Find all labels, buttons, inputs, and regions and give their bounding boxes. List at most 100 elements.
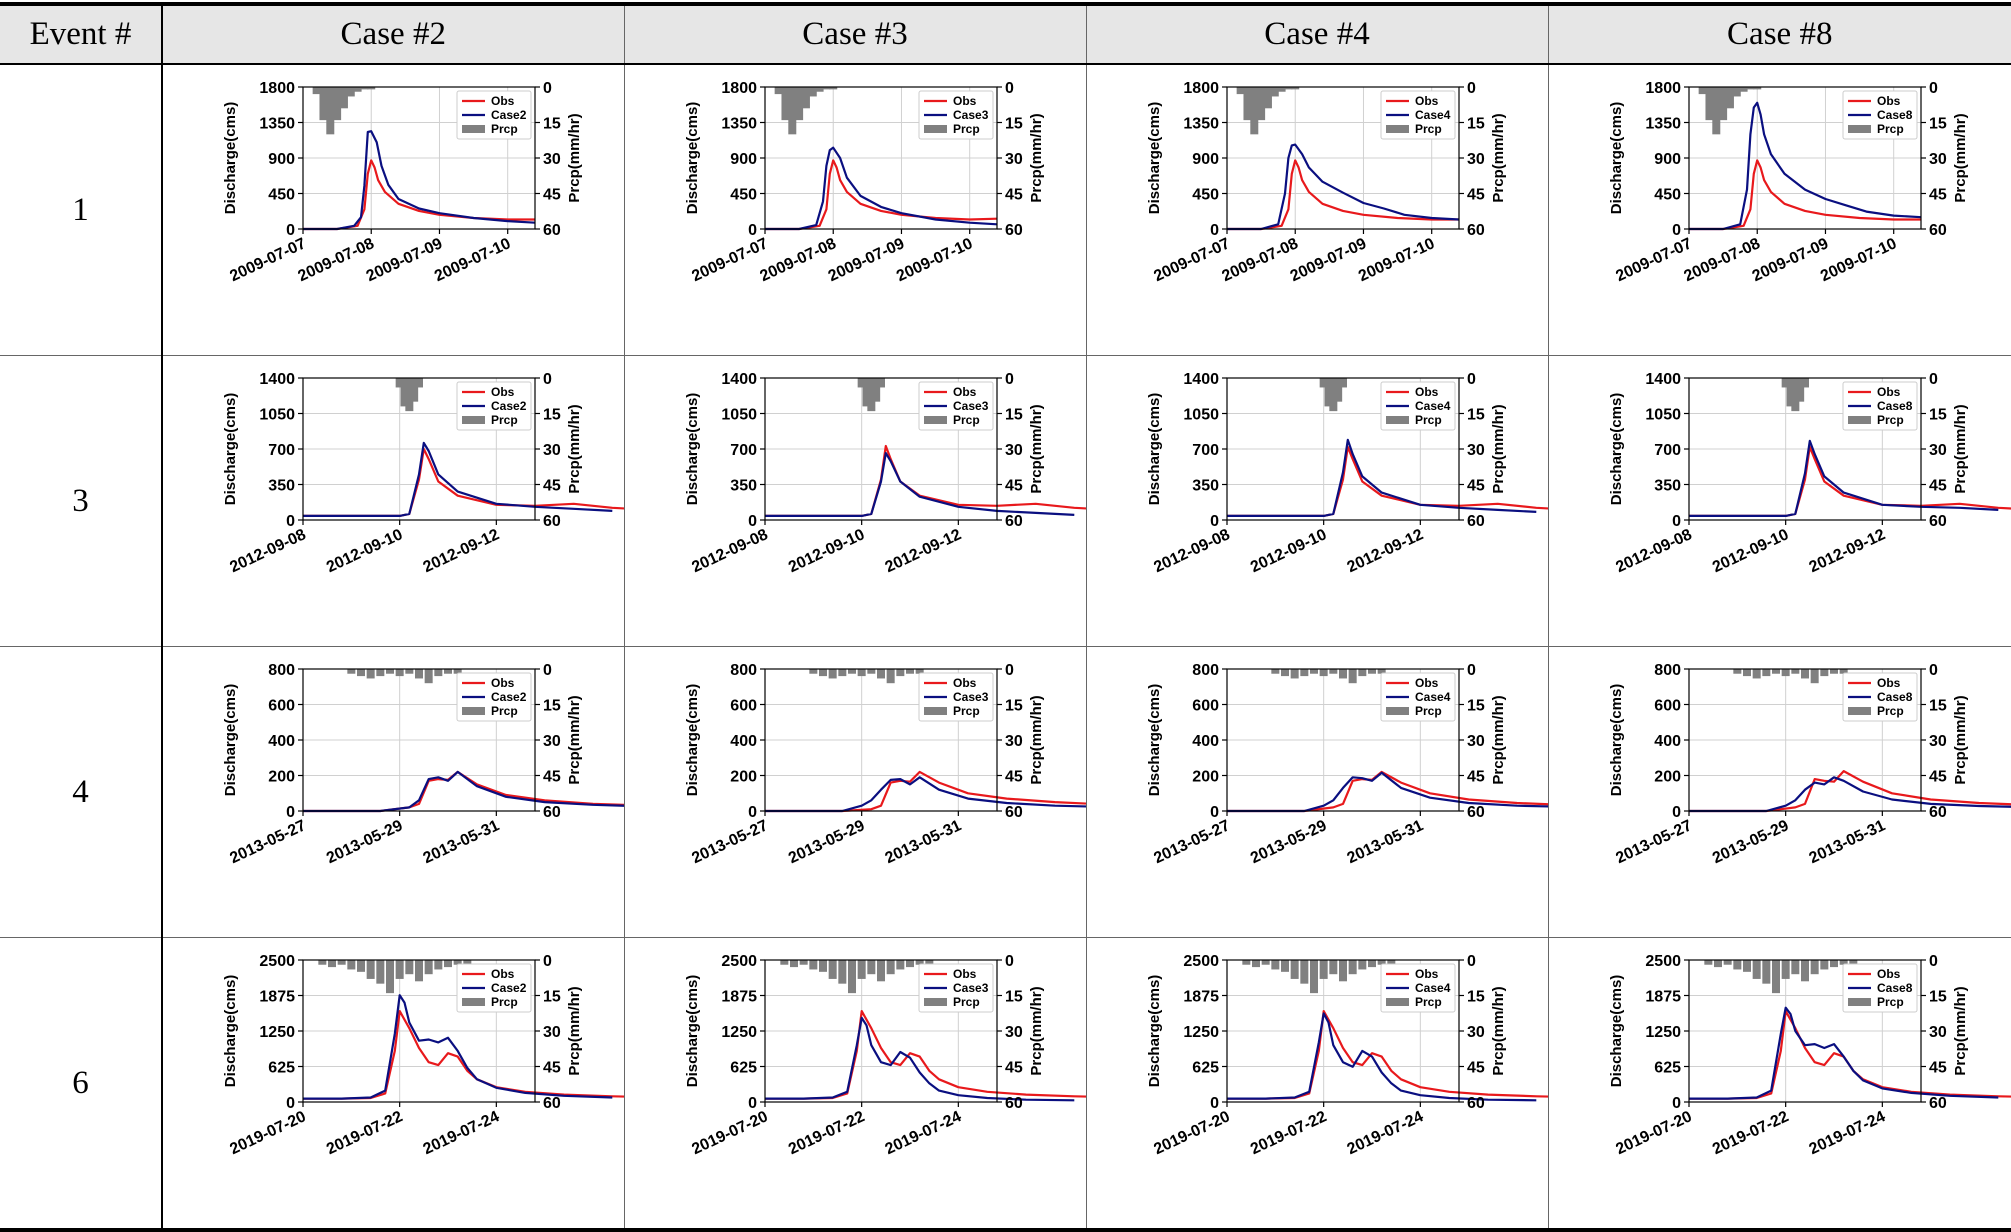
legend-swatch bbox=[1847, 416, 1871, 424]
y2-tick-label: 60 bbox=[1005, 1095, 1023, 1112]
y-axis-label: Discharge(cms) bbox=[1608, 975, 1625, 1088]
y-tick-label: 1400 bbox=[1645, 371, 1681, 388]
y2-axis-label: Prcp(mm/hr) bbox=[566, 986, 583, 1075]
precip-bar bbox=[866, 960, 875, 975]
x-tick-label: 2009-07-07 bbox=[227, 235, 308, 285]
y2-axis-label: Prcp(mm/hr) bbox=[1028, 404, 1045, 493]
y2-tick-label: 15 bbox=[543, 407, 561, 424]
chart-cell: 0 200 400 600 800 0 15 30 45 60 2013-05-27 2013-05-… bbox=[623, 646, 1086, 938]
x-tick-label: 2009-07-07 bbox=[1613, 235, 1694, 285]
precip-bar bbox=[862, 378, 870, 407]
precip-bar bbox=[1348, 669, 1357, 684]
precip-bars bbox=[1781, 378, 1809, 412]
precip-bar bbox=[434, 669, 443, 677]
precip-bar bbox=[866, 669, 875, 674]
y2-axis-label: Prcp(mm/hr) bbox=[566, 113, 583, 202]
x-tick-label: 2019-07-22 bbox=[1247, 1108, 1328, 1158]
y2-tick-label: 0 bbox=[1005, 953, 1014, 970]
chart-cell: 0 350 700 1050 1400 0 15 30 45 60 2012-09-08 2012-0… bbox=[623, 355, 1086, 647]
x-tick-label: 2013-05-29 bbox=[1247, 817, 1328, 867]
y-tick-label: 0 bbox=[286, 1095, 295, 1112]
chart-cell: 0 625 1250 1875 2500 0 15 30 45 60 2019-07-20 2019-… bbox=[161, 937, 624, 1230]
event-number: 3 bbox=[0, 355, 163, 647]
series-line-obs bbox=[1688, 159, 1921, 231]
chart-cell: 0 200 400 600 800 0 15 30 45 60 2013-05-27 2013-05-… bbox=[1547, 646, 2011, 938]
y2-axis-label: Prcp(mm/hr) bbox=[1490, 695, 1507, 784]
chart-cell: 0 450 900 1350 1800 0 15 30 45 60 2009-07-07 2009-0… bbox=[1547, 64, 2011, 356]
legend-label: Obs bbox=[1415, 676, 1439, 690]
y2-tick-label: 45 bbox=[1005, 478, 1023, 495]
x-tick-label: 2019-07-20 bbox=[227, 1108, 308, 1158]
precip-bar bbox=[799, 960, 808, 965]
precip-bar bbox=[1718, 87, 1727, 121]
x-tick-label: 2012-09-10 bbox=[1709, 526, 1790, 576]
y-tick-label: 1400 bbox=[1183, 371, 1219, 388]
precip-bar bbox=[801, 87, 810, 109]
legend-swatch bbox=[923, 416, 947, 424]
y2-tick-label: 15 bbox=[1005, 698, 1023, 715]
series-line-sim bbox=[303, 994, 613, 1100]
y-tick-label: 200 bbox=[730, 769, 757, 786]
y-tick-label: 350 bbox=[730, 478, 757, 495]
precip-bar bbox=[1713, 960, 1722, 968]
y2-tick-label: 30 bbox=[543, 1024, 561, 1041]
legend-label: Case2 bbox=[491, 108, 527, 122]
legend-label: Prcp bbox=[953, 413, 980, 427]
y2-tick-label: 60 bbox=[1929, 1095, 1947, 1112]
legend-label: Prcp bbox=[1415, 995, 1442, 1009]
y2-tick-label: 30 bbox=[1467, 151, 1485, 168]
y2-tick-label: 0 bbox=[1467, 662, 1476, 679]
precip-bar bbox=[1839, 669, 1848, 674]
y2-tick-label: 45 bbox=[1929, 1060, 1947, 1077]
precip-bar bbox=[794, 87, 803, 121]
y-tick-label: 400 bbox=[730, 733, 757, 750]
precip-bar bbox=[1319, 960, 1328, 979]
y-tick-label: 1350 bbox=[1183, 116, 1219, 133]
y2-tick-label: 15 bbox=[1467, 407, 1485, 424]
legend-label: Prcp bbox=[491, 413, 518, 427]
precip-bar bbox=[1236, 87, 1245, 95]
y2-tick-label: 45 bbox=[1467, 478, 1485, 495]
precip-bar bbox=[353, 87, 362, 92]
x-tick-label: 2019-07-22 bbox=[1709, 1108, 1790, 1158]
y-tick-label: 450 bbox=[268, 187, 295, 204]
precip-bar bbox=[1781, 669, 1790, 677]
y-axis-label: Discharge(cms) bbox=[1146, 393, 1163, 506]
hydrograph-chart: 0 625 1250 1875 2500 0 15 30 45 60 2019-07-20 2019-… bbox=[1608, 953, 2011, 1158]
chart-cell: 0 450 900 1350 1800 0 15 30 45 60 2009-07-07 2009-0… bbox=[623, 64, 1086, 356]
y-tick-label: 450 bbox=[1192, 187, 1219, 204]
legend-swatch bbox=[462, 125, 485, 133]
y2-tick-label: 45 bbox=[1467, 769, 1485, 786]
chart-cell: 0 200 400 600 800 0 15 30 45 60 2013-05-27 2013-05-… bbox=[161, 646, 624, 938]
precip-bar bbox=[828, 960, 837, 979]
legend-swatch bbox=[923, 998, 947, 1006]
y-axis-label: Discharge(cms) bbox=[222, 684, 239, 797]
legend-label: Obs bbox=[491, 385, 515, 399]
legend-label: Case4 bbox=[1415, 108, 1451, 122]
y-tick-label: 1250 bbox=[1645, 1024, 1681, 1041]
precip-bar bbox=[1732, 960, 1741, 970]
legend-label: Case3 bbox=[953, 108, 989, 122]
y-axis-label: Discharge(cms) bbox=[684, 684, 701, 797]
y2-tick-label: 30 bbox=[543, 442, 561, 459]
precip-bar bbox=[1752, 960, 1761, 979]
precip-bar bbox=[1800, 378, 1809, 388]
y-tick-label: 0 bbox=[748, 804, 757, 821]
precip-bar bbox=[1790, 378, 1799, 412]
x-tick-label: 2012-09-08 bbox=[1151, 526, 1232, 576]
precip-bar bbox=[1309, 669, 1318, 674]
y2-tick-label: 15 bbox=[543, 116, 561, 133]
legend-label: Obs bbox=[491, 967, 515, 981]
precip-bar bbox=[1795, 378, 1804, 402]
precip-bar bbox=[1280, 669, 1289, 677]
y2-tick-label: 45 bbox=[1467, 187, 1485, 204]
event-header: Event # bbox=[0, 2, 163, 65]
legend-label: Prcp bbox=[1415, 704, 1442, 718]
precip-bar bbox=[1290, 87, 1299, 90]
precip-bar bbox=[1263, 87, 1272, 109]
precip-bar bbox=[1290, 669, 1299, 679]
precip-bars bbox=[347, 669, 462, 684]
precip-bar bbox=[1810, 669, 1819, 684]
